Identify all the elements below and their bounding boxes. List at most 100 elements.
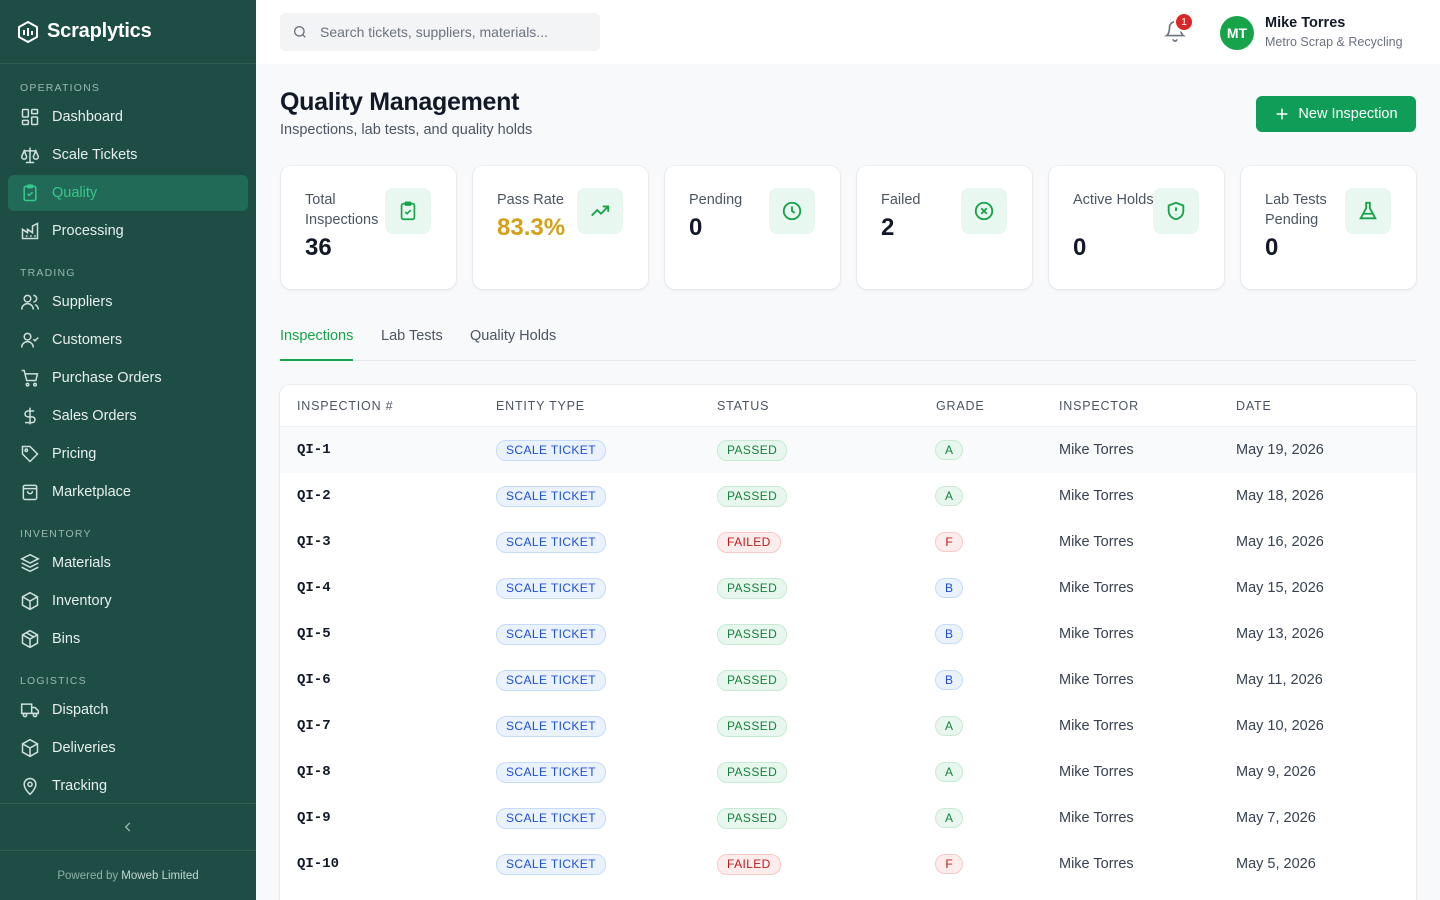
sidebar-item-quality[interactable]: Quality	[8, 175, 248, 211]
entity-type-cell: SCALE TICKET	[496, 611, 606, 657]
app-name: Scraplytics	[47, 20, 152, 42]
inspection-date: May 5, 2026	[1236, 856, 1316, 872]
sidebar-item-dashboard[interactable]: Dashboard	[8, 99, 248, 135]
inspection-id[interactable]: QI-1	[297, 427, 331, 473]
grade-cell: A	[935, 703, 963, 749]
table-row[interactable]: QI-9 SCALE TICKET PASSED A Mike Torres May 7,…	[280, 795, 1416, 841]
sidebar-item-label: Dashboard	[52, 109, 123, 125]
tab-quality-holds[interactable]: Quality Holds	[470, 328, 557, 344]
inspection-id[interactable]: QI-10	[297, 841, 339, 887]
inspection-id[interactable]: QI-9	[297, 795, 331, 841]
sidebar-item-bins[interactable]: Bins	[8, 621, 248, 657]
date-cell: May 11, 2026	[1236, 657, 1323, 703]
entity-type-cell: SCALE TICKET	[496, 565, 606, 611]
status-badge: PASSED	[717, 485, 788, 507]
table-row[interactable]: QI-5 SCALE TICKET PASSED B Mike Torres May 13…	[280, 611, 1416, 657]
table-row[interactable]: QI-6 SCALE TICKET PASSED B Mike Torres May 11…	[280, 657, 1416, 703]
user-name[interactable]: Mike Torres	[1265, 15, 1346, 31]
grade-cell: A	[935, 427, 963, 473]
inspector-name: Mike Torres	[1059, 764, 1134, 780]
entity-type-cell: SCALE TICKET	[496, 519, 606, 565]
entity-type-badge: SCALE TICKET	[496, 715, 606, 737]
stat-label: Pass Rate	[497, 192, 564, 208]
sidebar-item-sales-orders[interactable]: Sales Orders	[8, 398, 248, 434]
grade-badge: A	[935, 440, 963, 460]
inspection-id[interactable]: QI-2	[297, 473, 331, 519]
sidebar-item-label: Suppliers	[52, 294, 113, 310]
sidebar-item-purchase-orders[interactable]: Purchase Orders	[8, 360, 248, 396]
inspection-date: May 18, 2026	[1236, 488, 1324, 504]
grade-badge: F	[935, 532, 963, 552]
inspector-cell: Mike Torres	[1059, 657, 1134, 703]
status-badge: PASSED	[717, 807, 788, 829]
inspection-id[interactable]: QI-5	[297, 611, 331, 657]
table-row[interactable]: QI-1 SCALE TICKET PASSED A Mike Torres May 19…	[280, 427, 1416, 473]
sidebar-item-marketplace[interactable]: Marketplace	[8, 474, 248, 510]
stat-value: 83.3%	[497, 214, 566, 241]
stat-label: Active Holds	[1073, 192, 1154, 208]
sidebar-item-processing[interactable]: Processing	[8, 213, 248, 249]
sidebar-item-label: Purchase Orders	[52, 370, 162, 386]
inspector-name: Mike Torres	[1059, 856, 1134, 872]
status-cell: PASSED	[717, 427, 788, 473]
stat-icon-box	[577, 188, 623, 234]
table-row[interactable]: QI-2 SCALE TICKET PASSED A Mike Torres May 18…	[280, 473, 1416, 519]
table-row[interactable]: QI-7 SCALE TICKET PASSED A Mike Torres May 10…	[280, 703, 1416, 749]
tab-inspections[interactable]: Inspections	[280, 328, 354, 361]
sidebar-item-label: Bins	[52, 631, 81, 647]
inspection-id-text: QI-7	[297, 718, 331, 734]
entity-type-badge: SCALE TICKET	[496, 807, 606, 829]
sidebar-item-pricing[interactable]: Pricing	[8, 436, 248, 472]
inspection-id[interactable]: QI-7	[297, 703, 331, 749]
sidebar-item-deliveries[interactable]: Deliveries	[8, 730, 248, 766]
search-input[interactable]	[320, 24, 590, 40]
table-row[interactable]: QI-10 SCALE TICKET FAILED F Mike Torres May 5…	[280, 841, 1416, 887]
status-badge: PASSED	[717, 715, 788, 737]
grade-badge: A	[935, 808, 963, 828]
inspector-cell: Mike Torres	[1059, 749, 1134, 795]
topbar: 1 MT Mike Torres Metro Scrap & Recycling	[256, 0, 1440, 64]
grade-cell: F	[935, 519, 963, 565]
sidebar-item-scale-tickets[interactable]: Scale Tickets	[8, 137, 248, 173]
sidebar-item-dispatch[interactable]: Dispatch	[8, 692, 248, 728]
powered-by-prefix: Powered by	[57, 870, 119, 882]
sidebar-item-suppliers[interactable]: Suppliers	[8, 284, 248, 320]
stat-value: 0	[1265, 234, 1279, 261]
inspection-id[interactable]: QI-4	[297, 565, 331, 611]
sidebar-item-customers[interactable]: Customers	[8, 322, 248, 358]
column-header: STATUS	[717, 399, 770, 413]
sidebar-item-label: Quality	[52, 185, 98, 201]
sidebar-item-label: Tracking	[52, 778, 108, 794]
inspection-id-text: QI-10	[297, 856, 340, 872]
table-row[interactable]: QI-4 SCALE TICKET PASSED B Mike Torres May 15…	[280, 565, 1416, 611]
inspection-id[interactable]: QI-3	[297, 519, 331, 565]
new-inspection-button[interactable]: New Inspection	[1256, 96, 1416, 132]
new-inspection-label: New Inspection	[1298, 106, 1398, 122]
inspector-name: Mike Torres	[1059, 580, 1134, 596]
tab-lab-tests[interactable]: Lab Tests	[381, 328, 443, 344]
section-operations: OPERATIONS	[20, 82, 101, 94]
brand[interactable]: Scraplytics	[0, 0, 256, 64]
powered-by: Powered by Moweb Limited	[0, 870, 256, 882]
status-badge: PASSED	[717, 577, 788, 599]
package-icon	[21, 629, 39, 649]
collapse-sidebar-button[interactable]	[0, 803, 256, 851]
sidebar-item-inventory[interactable]: Inventory	[8, 583, 248, 619]
avatar[interactable]: MT	[1220, 16, 1254, 50]
sidebar-item-materials[interactable]: Materials	[8, 545, 248, 581]
date-cell: May 18, 2026	[1236, 473, 1324, 519]
entity-type-badge: SCALE TICKET	[496, 761, 606, 783]
entity-type-badge: SCALE TICKET	[496, 485, 606, 507]
search-box[interactable]	[280, 13, 600, 51]
sidebar-item-label: Materials	[52, 555, 111, 571]
sidebar-item-tracking[interactable]: Tracking	[8, 768, 248, 804]
inspection-id[interactable]: QI-8	[297, 749, 331, 795]
inspection-id[interactable]: QI-6	[297, 657, 331, 703]
table-row[interactable]: QI-8 SCALE TICKET PASSED A Mike Torres May 9,…	[280, 749, 1416, 795]
table-row[interactable]: QI-3 SCALE TICKET FAILED F Mike Torres May 16…	[280, 519, 1416, 565]
sidebar-item-label: Deliveries	[52, 740, 116, 756]
user-check-icon	[20, 332, 39, 348]
stat-icon-box	[385, 188, 431, 234]
inspector-name: Mike Torres	[1059, 810, 1134, 826]
x-circle-icon	[974, 201, 994, 221]
